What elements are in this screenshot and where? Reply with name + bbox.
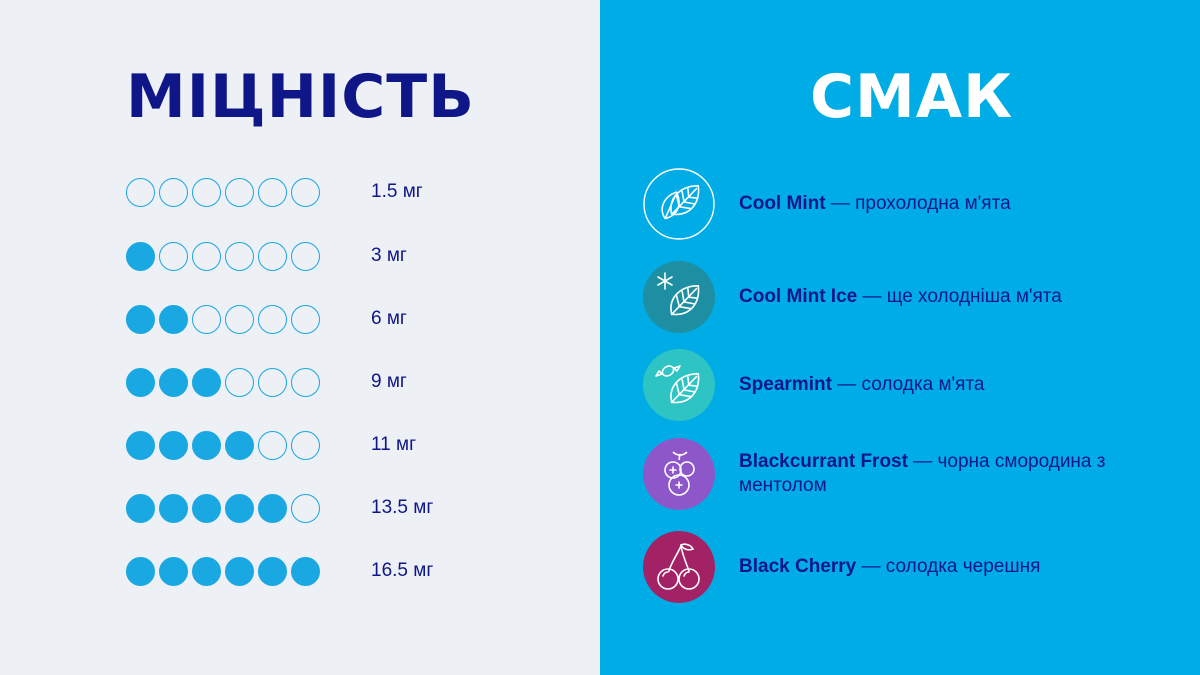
strength-dot-filled bbox=[159, 430, 188, 460]
strength-dot-empty bbox=[291, 177, 320, 207]
strength-dot-empty bbox=[291, 430, 320, 460]
strength-dot-filled bbox=[258, 493, 287, 523]
flavor-item: Black Cherry — солодка черешня bbox=[643, 531, 1183, 603]
strength-dot-empty bbox=[291, 304, 320, 334]
strength-dot-filled bbox=[192, 430, 221, 460]
strength-dot-filled bbox=[225, 493, 254, 523]
strength-dot-empty bbox=[258, 430, 287, 460]
flavor-name: Spearmint bbox=[739, 374, 832, 395]
flavor-item: Blackcurrant Frost — чорна смородина з м… bbox=[643, 438, 1183, 510]
strength-dot-filled bbox=[159, 556, 188, 586]
strength-dots bbox=[126, 177, 334, 207]
strength-dot-empty bbox=[258, 367, 287, 397]
flavor-text: Cool Mint — прохолодна м'ята bbox=[739, 192, 1011, 216]
strength-dot-empty bbox=[126, 177, 155, 207]
flavor-name: Black Cherry bbox=[739, 556, 857, 577]
flavor-name: Cool Mint Ice bbox=[739, 286, 858, 307]
strength-dot-filled bbox=[126, 367, 155, 397]
strength-dot-filled bbox=[258, 556, 287, 586]
strength-dot-filled bbox=[159, 367, 188, 397]
flavor-name: Blackcurrant Frost bbox=[739, 451, 908, 472]
strength-label: 13.5 мг bbox=[371, 497, 434, 518]
flavor-name: Cool Mint bbox=[739, 193, 826, 214]
mint-leaf-candy-icon bbox=[643, 349, 715, 421]
flavor-description: — солодка черешня bbox=[856, 556, 1041, 577]
strength-dot-filled bbox=[192, 493, 221, 523]
strength-label: 1.5 мг bbox=[371, 181, 423, 202]
strength-dot-empty bbox=[258, 304, 287, 334]
strength-row: 3 мг bbox=[126, 240, 407, 272]
strength-dots bbox=[126, 493, 334, 523]
mint-leaf-icon bbox=[643, 168, 715, 240]
strength-panel: МІЦНІСТЬ 1.5 мг 3 мг 6 мг 9 мг 11 мг 13.5 мг 1… bbox=[0, 0, 600, 675]
strength-dot-filled bbox=[291, 556, 320, 586]
strength-dots bbox=[126, 430, 334, 460]
flavor-description: — прохолодна м'ята bbox=[825, 193, 1011, 214]
strength-dot-filled bbox=[225, 430, 254, 460]
strength-label: 6 мг bbox=[371, 308, 407, 329]
flavor-title: СМАК bbox=[810, 62, 1014, 132]
strength-dot-empty bbox=[192, 241, 221, 271]
strength-dot-empty bbox=[225, 241, 254, 271]
strength-dot-empty bbox=[225, 367, 254, 397]
flavor-item: Cool Mint Ice — ще холодніша м'ята bbox=[643, 261, 1183, 333]
flavor-text: Blackcurrant Frost — чорна смородина з м… bbox=[739, 450, 1179, 498]
strength-label: 16.5 мг bbox=[371, 560, 434, 581]
strength-dot-empty bbox=[159, 241, 188, 271]
strength-label: 3 мг bbox=[371, 245, 407, 266]
strength-dots bbox=[126, 367, 334, 397]
strength-dot-filled bbox=[126, 430, 155, 460]
strength-dot-filled bbox=[159, 304, 188, 334]
strength-row: 11 мг bbox=[126, 429, 416, 461]
flavor-description: — ще холодніша м'ята bbox=[857, 286, 1062, 307]
strength-dot-empty bbox=[258, 241, 287, 271]
flavor-text: Black Cherry — солодка черешня bbox=[739, 555, 1040, 579]
strength-label: 11 мг bbox=[371, 434, 416, 455]
strength-row: 16.5 мг bbox=[126, 555, 433, 587]
strength-row: 13.5 мг bbox=[126, 492, 433, 524]
strength-dot-filled bbox=[126, 556, 155, 586]
strength-label: 9 мг bbox=[371, 371, 407, 392]
strength-title: МІЦНІСТЬ bbox=[126, 62, 475, 132]
strength-dot-empty bbox=[291, 367, 320, 397]
flavor-item: Cool Mint — прохолодна м'ята bbox=[643, 168, 1183, 240]
strength-dot-filled bbox=[126, 304, 155, 334]
strength-dots bbox=[126, 556, 334, 586]
flavor-description: — солодка м'ята bbox=[831, 374, 985, 395]
flavor-text: Spearmint — солодка м'ята bbox=[739, 373, 985, 397]
strength-dot-empty bbox=[291, 241, 320, 271]
blackcurrant-icon bbox=[643, 438, 715, 510]
strength-dots bbox=[126, 304, 334, 334]
strength-dot-empty bbox=[192, 177, 221, 207]
strength-dot-filled bbox=[192, 556, 221, 586]
strength-dot-empty bbox=[225, 177, 254, 207]
strength-dot-empty bbox=[291, 493, 320, 523]
strength-dot-filled bbox=[126, 241, 155, 271]
strength-dot-filled bbox=[126, 493, 155, 523]
strength-dot-empty bbox=[225, 304, 254, 334]
strength-dot-empty bbox=[258, 177, 287, 207]
cherry-icon bbox=[643, 531, 715, 603]
strength-row: 9 мг bbox=[126, 366, 407, 398]
mint-leaf-snowflake-icon bbox=[643, 261, 715, 333]
strength-dots bbox=[126, 241, 334, 271]
strength-dot-filled bbox=[159, 493, 188, 523]
strength-dot-empty bbox=[192, 304, 221, 334]
flavor-description: — чорна смородина з ментолом bbox=[739, 451, 1106, 496]
strength-dot-empty bbox=[159, 177, 188, 207]
strength-row: 6 мг bbox=[126, 303, 407, 335]
flavor-text: Cool Mint Ice — ще холодніша м'ята bbox=[739, 285, 1062, 309]
strength-row: 1.5 мг bbox=[126, 176, 423, 208]
strength-dot-filled bbox=[192, 367, 221, 397]
flavor-item: Spearmint — солодка м'ята bbox=[643, 349, 1183, 421]
strength-dot-filled bbox=[225, 556, 254, 586]
